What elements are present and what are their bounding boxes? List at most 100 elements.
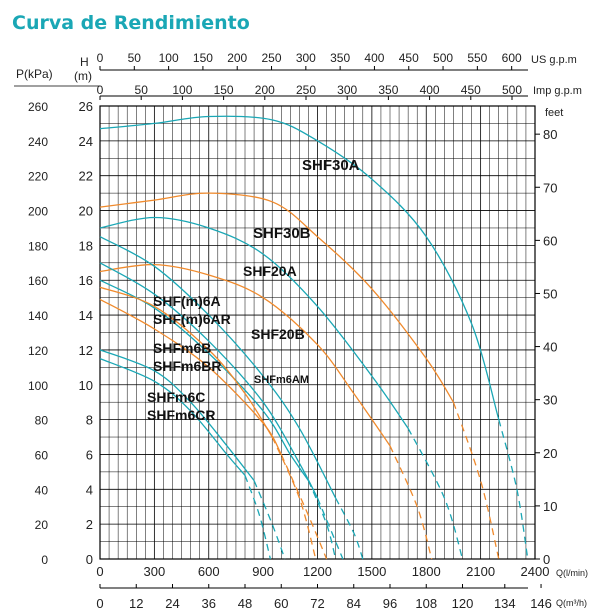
- tick-label-lmin: 1200: [303, 564, 332, 579]
- series-line-shf20b: [99, 263, 391, 447]
- axis-label-imp-gpm: Imp g.p.m: [533, 85, 582, 97]
- tick-label-us-gpm: 500: [433, 51, 453, 65]
- tick-label-pressure: 100: [28, 379, 48, 393]
- series-label-shfm6b: SHFm6B: [153, 340, 211, 356]
- tick-label-head: 20: [79, 204, 93, 219]
- tick-label-m3h: 108: [415, 596, 437, 611]
- tick-label-lmin: 2100: [466, 564, 495, 579]
- tick-label-us-gpm: 250: [262, 51, 282, 65]
- tick-label-imp-gpm: 450: [461, 83, 481, 97]
- tick-label-pressure: 240: [28, 135, 48, 149]
- series-label-shf20b: SHF20B: [251, 326, 305, 342]
- tick-label-imp-gpm: 200: [255, 83, 275, 97]
- series-dashed-shf-m-6am: [307, 480, 337, 560]
- tick-label-m3h: 134: [494, 596, 516, 611]
- tick-label-us-gpm: 200: [227, 51, 247, 65]
- series-label-shf30a: SHF30A: [302, 157, 360, 174]
- tick-label-m3h: 24: [165, 596, 179, 611]
- axis-label-pressure: P(kPa): [16, 67, 53, 81]
- tick-label-head: 8: [86, 413, 93, 428]
- tick-label-lmin: 0: [96, 564, 103, 579]
- tick-label-pressure: 120: [28, 344, 48, 358]
- series-dashed-shfm6br: [271, 436, 317, 560]
- plot-border: [99, 105, 536, 560]
- tick-label-head: 16: [79, 273, 93, 288]
- axis-label-feet: feet: [545, 107, 563, 119]
- series-line-shfm6br: [99, 286, 273, 438]
- tick-label-pressure: 80: [35, 414, 49, 428]
- tick-label-feet: 10: [543, 499, 557, 514]
- chart-axes: 0246810121416182022242602040608010012014…: [14, 51, 588, 611]
- series-dashed-shf-m-6ar: [316, 497, 344, 560]
- tick-label-us-gpm: 450: [399, 51, 419, 65]
- tick-label-m3h: 96: [383, 596, 397, 611]
- tick-label-pressure: 60: [35, 448, 49, 462]
- tick-label-lmin: 600: [198, 564, 220, 579]
- series-label-shfm6c: SHFm6C: [147, 389, 205, 405]
- axis-label-head-bottom: (m): [74, 69, 92, 83]
- tick-label-feet: 80: [543, 127, 557, 142]
- chart-series: [99, 115, 529, 560]
- tick-label-us-gpm: 50: [128, 51, 142, 65]
- tick-label-feet: 20: [543, 446, 557, 461]
- chart-grid: [99, 105, 536, 560]
- tick-label-us-gpm: 400: [364, 51, 384, 65]
- tick-label-us-gpm: 0: [97, 51, 104, 65]
- tick-label-pressure: 180: [28, 239, 48, 253]
- series-dashed-shfm6cr: [244, 475, 272, 560]
- tick-label-imp-gpm: 50: [135, 83, 149, 97]
- tick-label-m3h: 72: [310, 596, 324, 611]
- tick-label-head: 10: [79, 378, 93, 393]
- tick-label-head: 24: [79, 134, 93, 149]
- series-label-shf20a: SHF20A: [243, 263, 297, 279]
- tick-label-head: 14: [79, 308, 93, 323]
- series-label-shf-m-6a: SHF(m)6A: [153, 293, 221, 309]
- series-dashed-shf30a: [498, 419, 529, 560]
- series-label-shfm6am: SHFm6AM: [254, 374, 309, 386]
- tick-label-head: 2: [86, 517, 93, 532]
- tick-label-head: 26: [79, 99, 93, 114]
- tick-label-feet: 0: [543, 552, 550, 567]
- tick-label-lmin: 900: [252, 564, 274, 579]
- tick-label-lmin: 1800: [412, 564, 441, 579]
- tick-label-imp-gpm: 400: [420, 83, 440, 97]
- tick-label-pressure: 0: [41, 553, 48, 567]
- tick-label-pressure: 200: [28, 205, 48, 219]
- tick-label-head: 18: [79, 238, 93, 253]
- tick-label-us-gpm: 100: [159, 51, 179, 65]
- axis-label-us-gpm: US g.p.m: [531, 54, 577, 66]
- tick-label-us-gpm: 150: [193, 51, 213, 65]
- series-dashed-shfm6b: [280, 454, 328, 560]
- tick-label-lmin: 2400: [521, 564, 550, 579]
- series-label-shf30b: SHF30B: [253, 225, 311, 242]
- series-label-shfm6cr: SHFm6CR: [147, 407, 215, 423]
- tick-label-head: 12: [79, 343, 93, 358]
- tick-label-m3h: 60: [274, 596, 288, 611]
- tick-label-us-gpm: 600: [502, 51, 522, 65]
- tick-label-feet: 40: [543, 340, 557, 355]
- tick-label-m3h: 84: [347, 596, 361, 611]
- tick-label-imp-gpm: 250: [296, 83, 316, 97]
- tick-label-lmin: 300: [144, 564, 166, 579]
- tick-label-m3h: 36: [202, 596, 216, 611]
- tick-label-us-gpm: 300: [296, 51, 316, 65]
- series-label-shfm6br: SHFm6BR: [153, 358, 221, 374]
- tick-label-m3h: 48: [238, 596, 252, 611]
- axis-label-lmin: Q(l/min): [556, 568, 588, 578]
- tick-label-imp-gpm: 500: [502, 83, 522, 97]
- tick-label-us-gpm: 350: [330, 51, 350, 65]
- chart-labels: SHF30A SHF30B SHF20A SHF(m)6A SHF(m)6AR SHF20…: [147, 157, 360, 423]
- series-line-shf30b: [99, 192, 454, 403]
- series-line-shfm6c: [99, 349, 255, 482]
- tick-label-us-gpm: 550: [467, 51, 487, 65]
- tick-label-feet: 50: [543, 286, 557, 301]
- tick-label-m3h: 0: [96, 596, 103, 611]
- tick-label-lmin: 1500: [357, 564, 386, 579]
- series-dashed-shf20b: [389, 445, 433, 560]
- tick-label-pressure: 20: [35, 518, 49, 532]
- series-dashed-shf30b: [452, 401, 500, 560]
- series-label-shf-m-6ar: SHF(m)6AR: [153, 311, 231, 327]
- tick-label-imp-gpm: 350: [378, 83, 398, 97]
- tick-label-m3h: 12: [129, 596, 143, 611]
